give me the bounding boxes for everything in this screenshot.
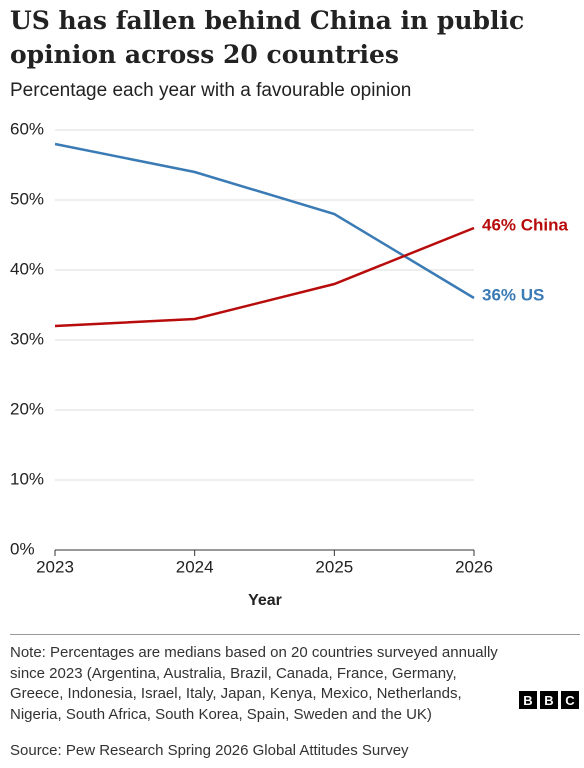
divider	[10, 634, 580, 635]
logo-letter: B	[540, 691, 558, 709]
source: Source: Pew Research Spring 2026 Global …	[10, 742, 409, 759]
x-tick-label: 2026	[455, 557, 493, 576]
line	[54, 142, 475, 300]
y-tick-label: 50%	[10, 189, 44, 208]
x-tick-label: 2025	[315, 557, 353, 576]
y-tick-label: 60%	[10, 119, 44, 138]
y-tick-label: 10%	[10, 469, 44, 488]
y-tick-label: 40%	[10, 259, 44, 278]
line	[54, 226, 475, 328]
logo: B B C	[519, 691, 579, 709]
chart: Year 0% 10% 20% 30% 40% 50% 60% 2023 2024 2025 202…	[10, 119, 569, 609]
value-label: 36% US	[482, 285, 544, 304]
y-tick-label: 20%	[10, 399, 44, 418]
x-tick-label: 2024	[176, 557, 214, 576]
y-tick-label: 0%	[10, 539, 35, 558]
chart-subtitle: Percentage each year with a favourable o…	[10, 80, 412, 101]
value-label: 46% China	[482, 215, 569, 234]
x-axis-label: Year	[248, 592, 282, 609]
logo-letter: C	[561, 691, 579, 709]
x-tick-label: 2023	[36, 557, 74, 576]
logo-letter: B	[519, 691, 537, 709]
chart-title: US has fallen behind China in public opi…	[10, 6, 525, 69]
y-tick-label: 30%	[10, 329, 44, 348]
note: Note: Percentages are medians based on 2…	[10, 644, 498, 723]
